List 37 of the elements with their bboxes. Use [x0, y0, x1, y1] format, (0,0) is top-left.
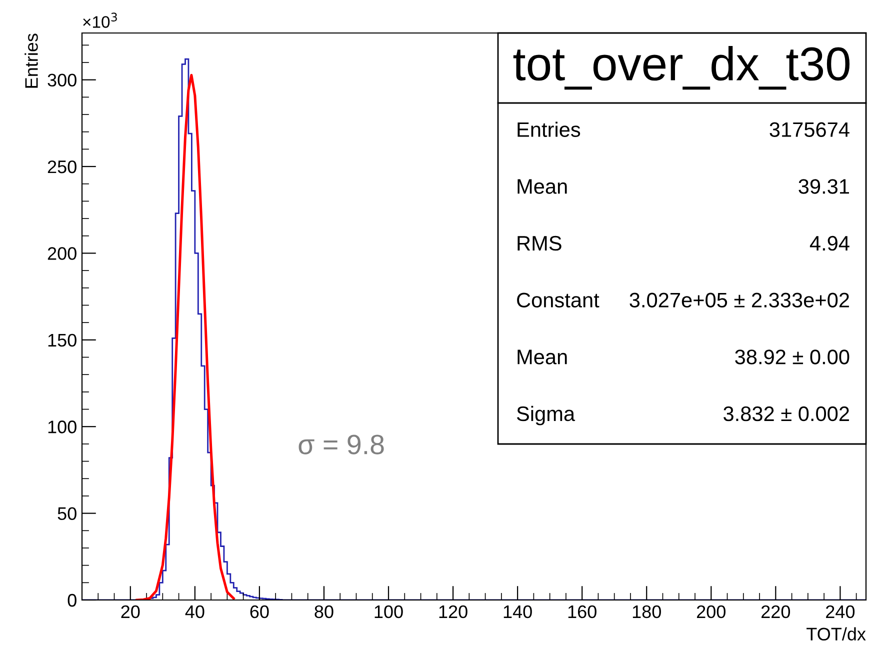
text: ×10$^{3}$	[83, 12, 117, 28]
x-tick-label: 240	[826, 605, 855, 618]
annotation: RMS	[518, 236, 562, 251]
x-tick-label: 200	[696, 605, 726, 618]
x-tick-label: 60	[250, 605, 269, 618]
y-tick-label: 100	[48, 420, 76, 434]
x-tick-label: 140	[504, 605, 532, 618]
x-tick-label: 100	[374, 605, 403, 618]
x-tick-label: 80	[314, 605, 334, 618]
annotation: 39.31	[798, 179, 849, 194]
x-tick-label: 20	[121, 605, 140, 618]
annotation: Constant	[517, 292, 600, 308]
annotation: 38.92 ± 0.00	[735, 350, 850, 364]
chart-title: tot_over_dx_t30	[513, 46, 850, 90]
y-tick-label: 300	[48, 74, 76, 87]
x-tick-label: 180	[632, 605, 661, 618]
annotation: 3.027e+05 ± 2.333e+02	[630, 292, 849, 308]
x-tick-label: 160	[568, 605, 596, 618]
annotation: 4.94	[810, 236, 850, 251]
y-tick-label: 0	[68, 594, 76, 607]
y-tick-label: 200	[48, 247, 76, 260]
y-tick-label: 50	[58, 507, 76, 520]
x-tick-label: 220	[762, 605, 790, 618]
annotation: Entries	[518, 122, 580, 138]
line-series	[136, 74, 235, 600]
x-axis-title: TOT/dx	[806, 627, 866, 641]
annotation: 3175674	[770, 122, 850, 138]
annotation: 3.832 ± 0.002	[724, 406, 849, 422]
y-tick-label: 250	[48, 160, 76, 174]
annotation: σ = 9.8	[298, 434, 384, 454]
x-tick-label: 120	[439, 605, 468, 618]
annotation: Sigma	[516, 406, 576, 426]
annotation: Mean	[518, 350, 567, 364]
y-axis-title: Entries	[24, 34, 38, 88]
annotation: Mean	[518, 179, 567, 194]
x-tick-label: 40	[185, 605, 204, 618]
y-tick-label: 150	[48, 334, 76, 347]
